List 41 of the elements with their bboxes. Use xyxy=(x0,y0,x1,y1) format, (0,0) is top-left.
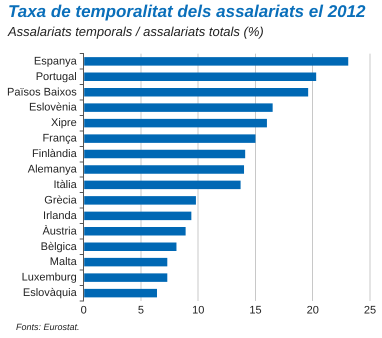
y-tick-label: Portugal xyxy=(36,70,77,83)
bar xyxy=(84,88,308,96)
y-tick-label: Bèlgica xyxy=(40,240,78,253)
bar xyxy=(84,288,157,298)
y-tick-label: Eslovènia xyxy=(29,102,78,114)
y-tick-label: Finlàndia xyxy=(32,148,78,160)
x-tick-label: 5 xyxy=(138,304,144,316)
bar xyxy=(84,227,186,236)
y-tick-label: Luxemburg xyxy=(22,272,77,284)
bar xyxy=(84,165,244,174)
bar xyxy=(84,196,196,205)
y-tick-label: Països Baixos xyxy=(7,86,78,98)
x-tick-label: 25 xyxy=(364,304,376,316)
bar xyxy=(84,57,348,66)
x-tick-label: 0 xyxy=(80,304,87,316)
bar xyxy=(84,150,246,158)
text: Fonts: Eurostat. xyxy=(16,322,80,332)
y-tick-label: Eslovàquia xyxy=(22,287,78,300)
bar xyxy=(84,273,168,282)
x-tick-label: 10 xyxy=(192,304,204,316)
bar xyxy=(84,212,192,220)
bar xyxy=(84,72,316,82)
y-tick-label: França xyxy=(42,132,78,145)
bar xyxy=(84,180,241,190)
chart-subtitle: Assalariats temporals / assalariats totals (%) xyxy=(8,24,264,39)
y-tick-label: Grècia xyxy=(44,194,78,206)
x-tick-label: 15 xyxy=(249,304,262,316)
x-tick-label: 20 xyxy=(306,304,319,316)
bar xyxy=(84,258,168,266)
y-tick-label: Itàlia xyxy=(53,178,78,191)
y-tick-label: Àustria xyxy=(42,224,78,238)
bar xyxy=(84,242,176,251)
y-tick-label: Alemanya xyxy=(28,164,78,176)
bar xyxy=(84,134,256,143)
bar xyxy=(84,103,273,112)
y-tick-label: Espanya xyxy=(34,55,78,68)
bar xyxy=(84,118,267,128)
y-tick-label: Irlanda xyxy=(43,210,78,222)
chart-title: Taxa de temporalitat dels assalariats el 2012 xyxy=(8,2,366,22)
y-tick-label: Malta xyxy=(50,256,78,268)
y-tick-label: Xipre xyxy=(51,117,77,130)
